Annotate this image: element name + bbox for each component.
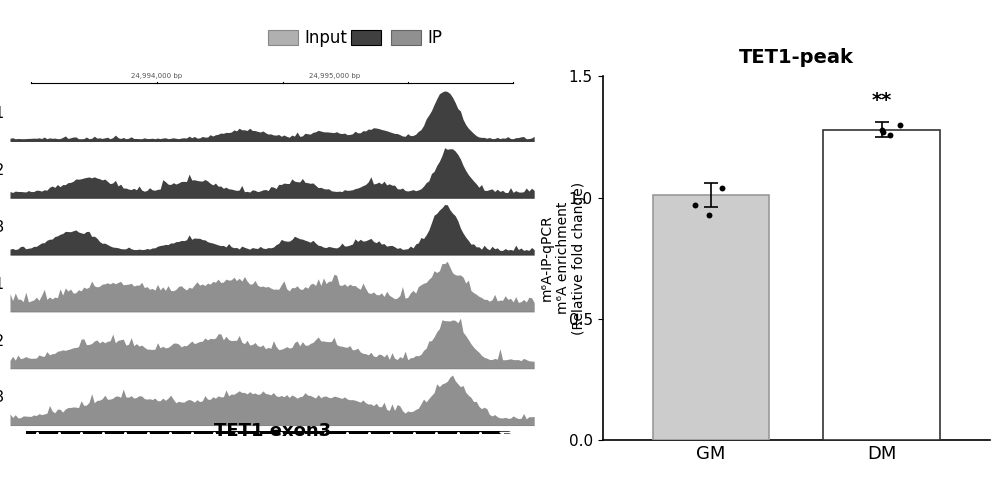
- Bar: [823, 130, 940, 440]
- Point: [892, 121, 908, 129]
- Point: [882, 131, 898, 139]
- Point: [875, 129, 891, 136]
- Title: TET1-peak: TET1-peak: [739, 48, 854, 66]
- Text: 24,994,000 bp: 24,994,000 bp: [131, 73, 182, 79]
- Text: GM_3: GM_3: [0, 220, 5, 236]
- Text: GM_2: GM_2: [0, 163, 5, 179]
- Bar: [653, 195, 769, 440]
- Text: **: **: [871, 91, 892, 110]
- Point: [874, 126, 890, 133]
- Text: DM_2: DM_2: [0, 333, 5, 349]
- Y-axis label: m⁶A-IP-qPCR
m⁶A enrichment
(Relative fold change): m⁶A-IP-qPCR m⁶A enrichment (Relative fol…: [540, 182, 586, 335]
- Text: DM_3: DM_3: [0, 390, 5, 406]
- Point: [687, 201, 703, 209]
- Text: TET1 exon3: TET1 exon3: [214, 422, 331, 439]
- Bar: [26, 431, 513, 435]
- Point: [714, 184, 730, 192]
- Point: [701, 211, 717, 218]
- Text: GM_1: GM_1: [0, 106, 5, 122]
- Legend: Input, , IP: Input, , IP: [268, 29, 442, 47]
- Text: 24,995,000 bp: 24,995,000 bp: [309, 73, 361, 79]
- Text: DM_1: DM_1: [0, 276, 5, 293]
